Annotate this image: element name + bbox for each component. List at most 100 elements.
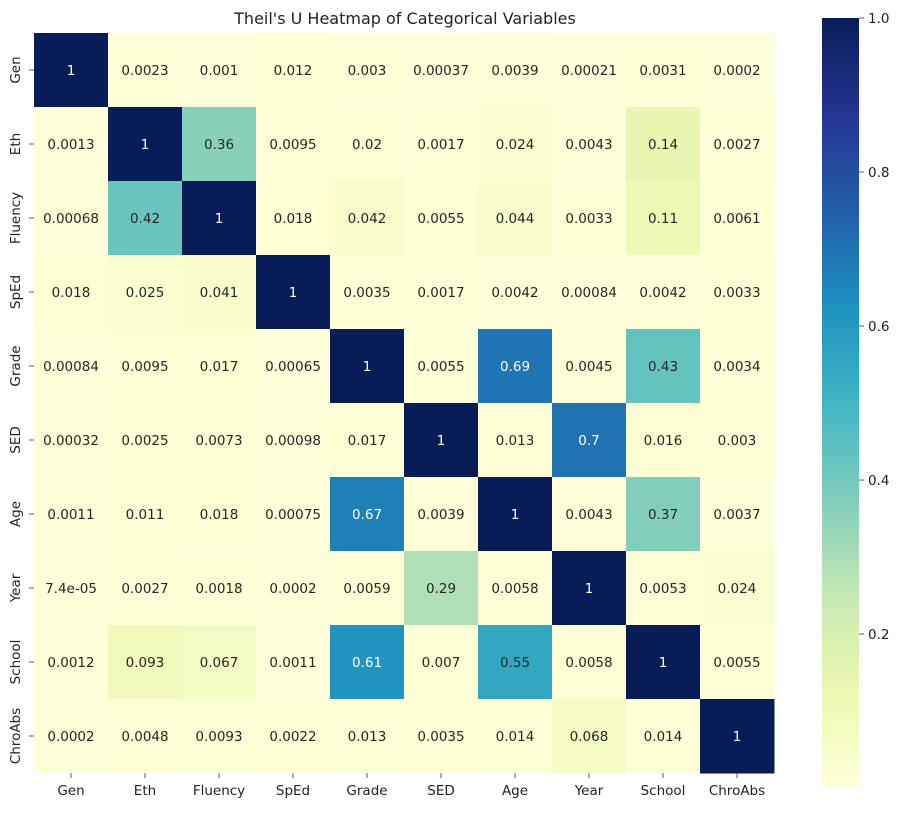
- colorbar: 0.2 0.4 0.6 0.8 1.0: [822, 11, 889, 788]
- x-tick-label-school: School: [641, 783, 686, 799]
- heatmap-cell-year-grade: [330, 551, 405, 626]
- heatmap-cell-sped-age: [478, 255, 553, 330]
- cell-label-year-school: 0.0053: [639, 581, 686, 597]
- heatmap-cell-grade-age: [478, 329, 553, 404]
- cell-label-chroabs-year: 0.068: [570, 729, 609, 745]
- heatmap-cell-sped-year: [552, 255, 627, 330]
- x-tick-label-eth: Eth: [134, 783, 156, 799]
- heatmap-cell-age-age: [478, 477, 553, 552]
- cell-label-sed-age: 0.013: [496, 433, 535, 449]
- cell-label-eth-school: 0.14: [648, 137, 678, 153]
- x-tick-label-gen: Gen: [57, 783, 84, 799]
- cell-label-year-eth: 0.0027: [121, 581, 168, 597]
- cell-label-year-grade: 0.0059: [343, 581, 390, 597]
- cell-label-school-age: 0.55: [500, 655, 530, 671]
- y-tick-label-fluency: Fluency: [8, 192, 24, 244]
- heatmap-cell-sed-gen: [34, 403, 109, 478]
- cell-label-year-fluency: 0.0018: [195, 581, 242, 597]
- cell-label-fluency-fluency: 1: [215, 211, 224, 227]
- colorbar-gradient: [822, 18, 859, 788]
- cell-label-eth-gen: 0.0013: [47, 137, 94, 153]
- cell-label-age-chroabs: 0.0037: [713, 507, 760, 523]
- heatmap-cell-eth-eth: [108, 107, 183, 182]
- heatmap-cell-chroabs-sped: [256, 699, 331, 774]
- heatmap-cell-grade-gen: [34, 329, 109, 404]
- heatmap-cell-grade-sed: [404, 329, 479, 404]
- colorbar-tick-label-0.4: 0.4: [868, 473, 889, 489]
- cell-label-fluency-sped: 0.018: [274, 211, 313, 227]
- heatmap-cell-eth-year: [552, 107, 627, 182]
- cell-label-sed-fluency: 0.0073: [195, 433, 242, 449]
- heatmap-cell-gen-sed: [404, 33, 479, 108]
- y-tick-label-grade: Grade: [8, 345, 24, 386]
- heatmap-cell-eth-sped: [256, 107, 331, 182]
- cell-label-grade-sed: 0.0055: [417, 359, 464, 375]
- cell-label-sed-grade: 0.017: [348, 433, 387, 449]
- y-tick-label-chroabs: ChroAbs: [8, 708, 24, 764]
- heatmap-cell-sped-eth: [108, 255, 183, 330]
- heatmap-cells: [34, 33, 775, 774]
- heatmap-cell-chroabs-school: [626, 699, 701, 774]
- heatmap-cell-fluency-sped: [256, 181, 331, 256]
- heatmap-cell-eth-age: [478, 107, 553, 182]
- cell-label-gen-sped: 0.012: [274, 63, 313, 79]
- heatmap-cell-school-sed: [404, 625, 479, 700]
- heatmap-cell-chroabs-age: [478, 699, 553, 774]
- heatmap-cell-sed-age: [478, 403, 553, 478]
- cell-label-school-sed: 0.007: [422, 655, 461, 671]
- cell-label-sped-gen: 0.018: [52, 285, 91, 301]
- heatmap-cell-school-age: [478, 625, 553, 700]
- cell-label-chroabs-sped: 0.0022: [269, 729, 316, 745]
- heatmap-cell-sped-gen: [34, 255, 109, 330]
- y-tick-label-sped: SpEd: [8, 275, 24, 309]
- cell-label-grade-fluency: 0.017: [200, 359, 239, 375]
- heatmap-cell-age-eth: [108, 477, 183, 552]
- heatmap-cell-chroabs-fluency: [182, 699, 257, 774]
- cell-label-sped-year: 0.00084: [561, 285, 617, 301]
- cell-label-fluency-gen: 0.00068: [43, 211, 99, 227]
- heatmap-cell-age-grade: [330, 477, 405, 552]
- heatmap-cell-age-sped: [256, 477, 331, 552]
- cell-label-chroabs-eth: 0.0048: [121, 729, 168, 745]
- y-tick-label-sed: SED: [8, 426, 24, 454]
- cell-label-gen-sed: 0.00037: [413, 63, 469, 79]
- colorbar-tick-label-0.2: 0.2: [868, 627, 889, 643]
- heatmap-cell-chroabs-chroabs: [700, 699, 775, 774]
- cell-label-year-sed: 0.29: [426, 581, 456, 597]
- heatmap-cell-fluency-school: [626, 181, 701, 256]
- cell-label-fluency-sed: 0.0055: [417, 211, 464, 227]
- cell-label-eth-eth: 1: [141, 137, 150, 153]
- heatmap-cell-gen-eth: [108, 33, 183, 108]
- cell-label-age-fluency: 0.018: [200, 507, 239, 523]
- cell-label-sped-sped: 1: [289, 285, 298, 301]
- cell-label-grade-age: 0.69: [500, 359, 530, 375]
- cell-label-sed-chroabs: 0.003: [718, 433, 757, 449]
- cell-label-fluency-eth: 0.42: [130, 211, 160, 227]
- cell-label-eth-grade: 0.02: [352, 137, 382, 153]
- heatmap-cell-age-fluency: [182, 477, 257, 552]
- cell-label-gen-fluency: 0.001: [200, 63, 239, 79]
- heatmap-cell-fluency-grade: [330, 181, 405, 256]
- heatmap-cell-school-grade: [330, 625, 405, 700]
- cell-label-sed-school: 0.016: [644, 433, 683, 449]
- cell-label-sped-grade: 0.0035: [343, 285, 390, 301]
- cell-label-school-school: 1: [659, 655, 668, 671]
- heatmap-cell-gen-grade: [330, 33, 405, 108]
- heatmap-cell-sped-school: [626, 255, 701, 330]
- cell-label-sped-sed: 0.0017: [417, 285, 464, 301]
- cell-label-eth-sped: 0.0095: [269, 137, 316, 153]
- heatmap-cell-year-chroabs: [700, 551, 775, 626]
- heatmap-cell-chroabs-year: [552, 699, 627, 774]
- heatmap-cell-sped-sped: [256, 255, 331, 330]
- heatmap-cell-school-chroabs: [700, 625, 775, 700]
- heatmap-cell-fluency-year: [552, 181, 627, 256]
- cell-label-gen-gen: 1: [67, 63, 76, 79]
- cell-label-sed-eth: 0.0025: [121, 433, 168, 449]
- heatmap-cell-sed-chroabs: [700, 403, 775, 478]
- heatmap-cell-eth-chroabs: [700, 107, 775, 182]
- heatmap-cell-sped-sed: [404, 255, 479, 330]
- colorbar-tick-label-0.8: 0.8: [868, 165, 889, 181]
- heatmap-cell-eth-fluency: [182, 107, 257, 182]
- heatmap-cell-grade-grade: [330, 329, 405, 404]
- x-tick-label-fluency: Fluency: [193, 783, 245, 799]
